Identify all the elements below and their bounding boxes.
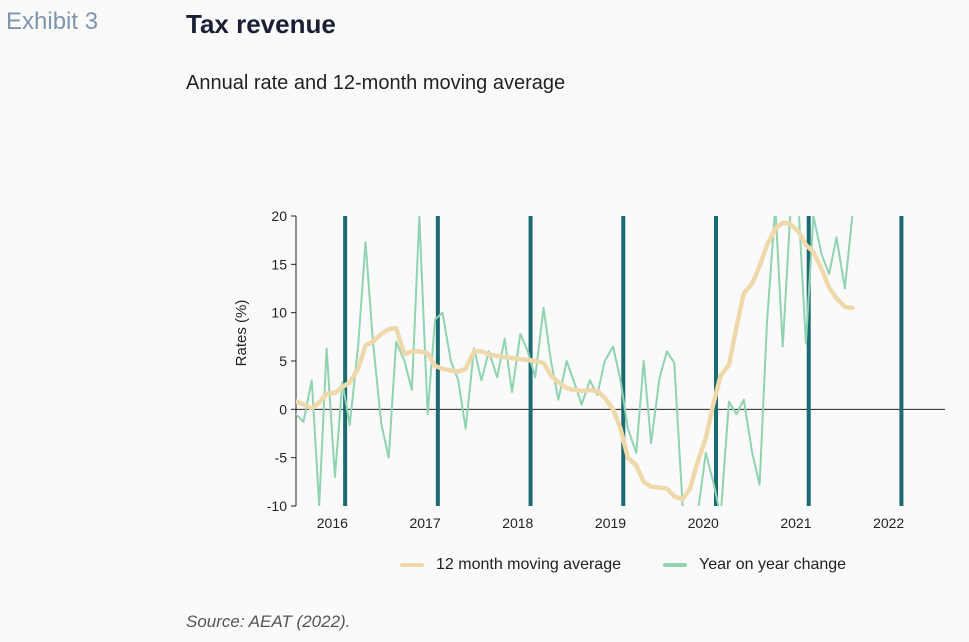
- y-tick-label: 0: [279, 401, 287, 417]
- legend-item-moving-average: 12 month moving average: [400, 556, 621, 574]
- series-line-moving-average: [296, 220, 855, 502]
- y-tick-label: -10: [267, 498, 287, 514]
- exhibit-label: Exhibit 3: [6, 8, 99, 35]
- legend-label-moving-average: 12 month moving average: [436, 556, 621, 573]
- legend-swatch-yoy: [663, 563, 687, 567]
- y-tick-label: 15: [271, 256, 287, 272]
- legend: 12 month moving average Year on year cha…: [400, 556, 888, 574]
- source-note: Source: AEAT (2022).: [186, 612, 351, 631]
- x-tick-label: 2021: [780, 515, 811, 531]
- x-tick-label: 2016: [317, 515, 348, 531]
- chart-subtitle: Annual rate and 12-month moving average: [186, 72, 566, 94]
- y-tick-label: 10: [271, 305, 287, 321]
- y-tick-label: -5: [275, 450, 288, 466]
- series-lines: [296, 216, 855, 506]
- y-tick-label: 20: [271, 208, 287, 224]
- x-tick-label: 2018: [502, 515, 533, 531]
- legend-label-yoy: Year on year change: [699, 556, 847, 573]
- y-axis-label: Rates (%): [233, 300, 250, 367]
- chart-axes: -10 -5 0 5 10 15 20 2016 2017 2018 2019 2020 2021 202…: [267, 208, 945, 531]
- y-tick-label: 5: [279, 353, 287, 369]
- series-line-yoy: [296, 216, 854, 506]
- x-tick-label: 2019: [595, 515, 626, 531]
- x-tick-label: 2020: [688, 515, 719, 531]
- legend-item-yoy: Year on year change: [663, 556, 846, 574]
- x-tick-label: 2017: [409, 515, 440, 531]
- chart-title: Tax revenue: [186, 9, 336, 39]
- x-tick-label: 2022: [873, 515, 904, 531]
- legend-swatch-moving-average: [400, 563, 424, 567]
- year-dividers: [343, 216, 904, 506]
